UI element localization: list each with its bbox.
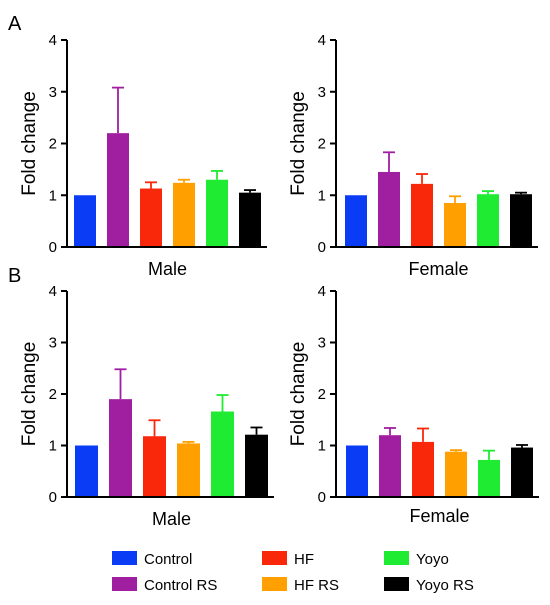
x-axis-label: Male	[148, 259, 187, 279]
legend-item-yoyo-rs: Yoyo RS	[384, 577, 474, 594]
legend-label: Control	[144, 551, 192, 568]
panel-label-a: A	[8, 13, 22, 35]
y-tick-label: 3	[318, 335, 326, 352]
x-axis-label: Female	[408, 259, 468, 279]
legend-label: Yoyo RS	[416, 577, 474, 594]
bar-yoyo	[211, 411, 234, 497]
legend-swatch	[262, 577, 287, 591]
legend-item-yoyo: Yoyo	[384, 551, 449, 568]
bar-control-rs	[378, 171, 400, 247]
chart-2: 0 1 2 3 4 Fold change Female	[288, 32, 538, 279]
legend-swatch	[384, 577, 409, 591]
bar-hf	[411, 183, 433, 247]
legend-label: Control RS	[144, 577, 217, 594]
bar-hf-rs	[173, 182, 195, 247]
y-axis-label: Fold change	[288, 342, 309, 447]
x-axis-label: Male	[152, 509, 191, 529]
y-tick-label: 0	[318, 489, 326, 506]
legend-swatch	[262, 551, 287, 565]
y-tick-label: 1	[49, 438, 57, 455]
y-tick-label: 2	[49, 386, 57, 403]
y-tick-label: 0	[318, 239, 326, 256]
y-tick-label: 2	[49, 136, 57, 153]
legend-swatch	[384, 551, 409, 565]
legend-label: Yoyo	[416, 551, 449, 568]
y-tick-label: 4	[318, 32, 326, 49]
y-tick-label: 3	[49, 335, 57, 352]
bar-control-rs	[109, 399, 132, 497]
legend-item-control-rs: Control RS	[112, 577, 217, 594]
legend-item-hf: HF	[262, 551, 314, 568]
legend-item-control: Control	[112, 551, 192, 568]
y-tick-label: 4	[49, 283, 57, 300]
bar-hf	[412, 441, 434, 497]
bar-yoyo	[478, 459, 500, 497]
y-tick-label: 2	[318, 136, 326, 153]
bar-hf	[143, 436, 166, 497]
y-tick-label: 3	[49, 84, 57, 101]
bar-yoyo	[477, 194, 499, 247]
legend-label: HF RS	[294, 577, 339, 594]
bar-control	[74, 195, 96, 247]
y-tick-label: 3	[318, 84, 326, 101]
y-tick-label: 1	[318, 187, 326, 204]
y-tick-label: 2	[318, 386, 326, 403]
bar-yoyo-rs	[511, 447, 533, 497]
legend-label: HF	[294, 551, 314, 568]
y-tick-label: 1	[318, 438, 326, 455]
chart-4: 0 1 2 3 4 Fold change Female	[288, 283, 539, 526]
panel-label-b: B	[8, 265, 21, 287]
y-tick-label: 4	[49, 32, 57, 49]
y-tick-label: 0	[49, 239, 57, 256]
bar-control	[346, 445, 368, 497]
bar-control-rs	[107, 133, 129, 247]
y-axis-label: Fold change	[19, 91, 40, 196]
bar-yoyo-rs	[245, 434, 268, 497]
y-tick-label: 1	[49, 187, 57, 204]
bar-hf-rs	[444, 203, 466, 247]
y-axis-label: Fold change	[19, 342, 40, 447]
y-axis-label: Fold change	[288, 91, 309, 196]
charts: 0 1 2 3 4 Fold change Male 0 1 2 3 4 Fold change Fema…	[19, 32, 539, 529]
bar-control	[345, 195, 367, 247]
bar-hf-rs	[445, 451, 467, 497]
bar-hf-rs	[177, 443, 200, 497]
legend: Control Control RS HF HF RS Yoyo Yoyo RS	[112, 551, 474, 594]
x-axis-label: Female	[409, 506, 469, 526]
y-tick-label: 4	[318, 283, 326, 300]
y-tick-label: 0	[49, 489, 57, 506]
bar-control	[75, 445, 98, 497]
bar-yoyo	[206, 179, 228, 247]
chart-1: 0 1 2 3 4 Fold change Male	[19, 32, 267, 279]
legend-swatch	[112, 551, 137, 565]
bar-yoyo-rs	[510, 194, 532, 247]
legend-swatch	[112, 577, 137, 591]
chart-3: 0 1 2 3 4 Fold change Male	[19, 283, 274, 529]
bar-yoyo-rs	[239, 192, 261, 247]
bar-control-rs	[379, 435, 401, 497]
bar-hf	[140, 188, 162, 247]
legend-item-hf-rs: HF RS	[262, 577, 339, 594]
